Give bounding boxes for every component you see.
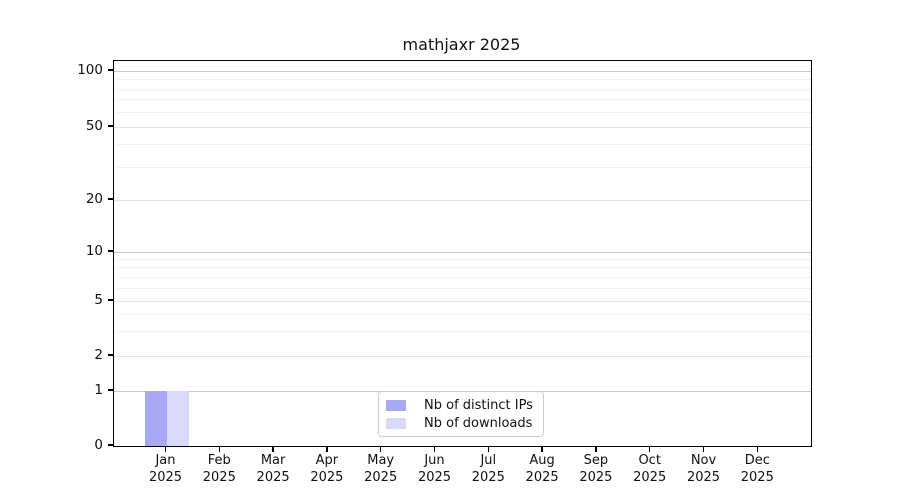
chart-title: mathjaxr 2025 (402, 35, 521, 54)
y-tick-mark (108, 125, 113, 127)
y-tick-label: 2 (94, 347, 103, 363)
gridline-minor (114, 313, 811, 315)
legend-label: Nb of distinct IPs (424, 397, 533, 413)
gridline-minor (114, 258, 811, 260)
x-tick-label: Sep 2025 (579, 453, 613, 485)
gridline-minor (114, 99, 811, 101)
legend: Nb of distinct IPs Nb of downloads (378, 391, 544, 437)
x-tick-mark (379, 446, 382, 452)
x-tick-label: Apr 2025 (310, 453, 344, 485)
gridline-100 (114, 70, 811, 72)
bar-distinct-ips (144, 391, 167, 446)
x-tick-label: Aug 2025 (525, 453, 559, 485)
gridline-20 (114, 199, 811, 201)
x-tick-mark (648, 446, 651, 452)
legend-swatch (386, 399, 406, 411)
legend-swatch (386, 417, 406, 429)
gridline-minor (114, 276, 811, 278)
x-tick-mark (756, 446, 759, 452)
x-tick-label: May 2025 (364, 453, 398, 485)
x-tick-mark (702, 446, 705, 452)
gridline-10 (114, 251, 811, 253)
legend-item: Nb of downloads (386, 416, 537, 431)
x-tick-mark (326, 446, 328, 452)
y-tick-label: 20 (85, 191, 103, 207)
x-tick-mark (218, 446, 221, 452)
x-tick-mark (487, 446, 490, 452)
x-tick-mark (164, 446, 167, 452)
x-tick-mark (595, 446, 597, 452)
x-tick-mark (541, 446, 543, 452)
y-tick-mark (108, 299, 113, 301)
x-tick-label: Dec 2025 (740, 453, 774, 485)
y-tick-mark (108, 389, 113, 391)
x-tick-label: Jan 2025 (148, 453, 183, 485)
gridline-2 (114, 355, 811, 357)
y-tick-mark (108, 250, 113, 252)
y-tick-mark (108, 198, 113, 200)
plot-area (113, 60, 812, 447)
legend-label: Nb of downloads (424, 415, 533, 431)
gridline-minor (114, 79, 811, 80)
gridline-minor (114, 111, 811, 113)
x-tick-label: Oct 2025 (633, 453, 667, 485)
x-tick-mark (433, 446, 436, 452)
x-tick-label: Mar 2025 (256, 453, 290, 485)
x-tick-label: Feb 2025 (202, 453, 236, 485)
bar-downloads (166, 391, 189, 446)
gridline-5 (114, 300, 811, 302)
x-tick-mark (272, 446, 274, 452)
gridline-minor (114, 167, 811, 169)
gridline-50 (114, 126, 811, 128)
y-tick-mark (108, 69, 113, 71)
legend-item: Nb of distinct IPs (386, 398, 537, 413)
y-tick-label: 50 (85, 118, 103, 134)
gridline-minor (114, 267, 811, 269)
y-tick-label: 1 (94, 382, 103, 398)
x-tick-label: Jun 2025 (417, 453, 452, 485)
y-tick-mark (108, 354, 113, 356)
y-tick-mark (108, 444, 113, 446)
gridline-minor (114, 88, 811, 90)
y-tick-label: 0 (94, 437, 103, 453)
y-tick-label: 10 (85, 243, 103, 259)
gridline-minor (114, 331, 811, 333)
x-tick-label: Nov 2025 (686, 453, 721, 485)
x-tick-label: Jul 2025 (471, 453, 505, 485)
gridline-minor (114, 287, 811, 289)
y-tick-label: 5 (94, 292, 103, 308)
gridline-minor (114, 144, 811, 146)
y-tick-label: 100 (77, 62, 103, 78)
